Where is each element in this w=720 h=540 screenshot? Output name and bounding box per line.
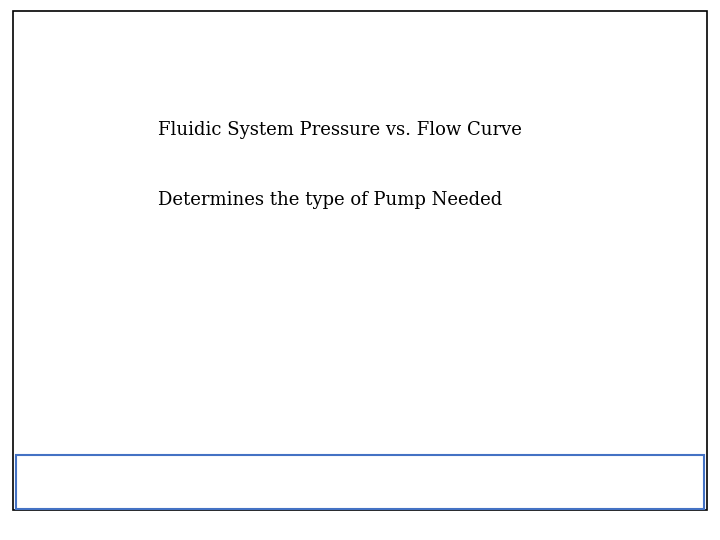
Text: Nelson Research, Inc.    2142 – N. 88$^{\mathregular{th}}$ St. Seattle, WA. 9810: Nelson Research, Inc. 2142 – N. 88$^{\ma… — [56, 474, 664, 490]
Text: Fluidic System Pressure vs. Flow Curve: Fluidic System Pressure vs. Flow Curve — [158, 120, 522, 139]
Text: Determines the type of Pump Needed: Determines the type of Pump Needed — [158, 191, 503, 209]
